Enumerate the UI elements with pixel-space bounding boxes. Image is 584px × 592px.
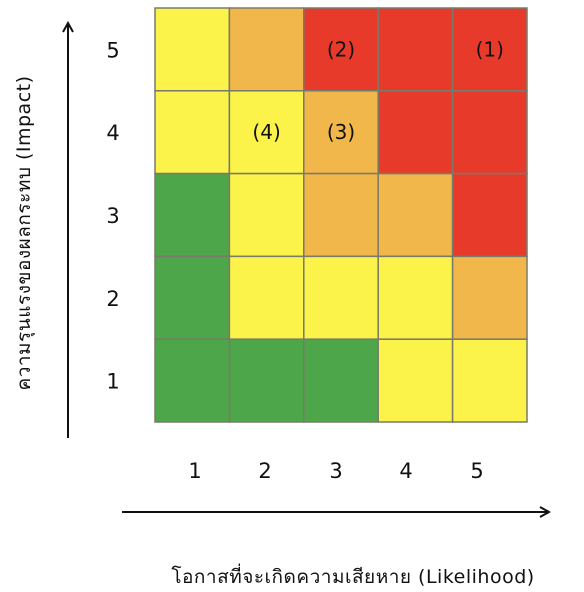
y-tick-label: 1 [106, 370, 119, 394]
y-tick-label: 2 [106, 287, 119, 311]
x-tick-label: 3 [329, 459, 342, 483]
matrix-cell-red [451, 7, 528, 92]
matrix-cell-green [154, 172, 231, 258]
y-tick-label: 4 [106, 121, 119, 145]
matrix-cell-green [154, 338, 231, 423]
matrix-grid: (2) (1) (4) (3) [154, 7, 528, 423]
risk-item-label: (1) [476, 37, 504, 61]
matrix-cell-yellow [154, 90, 231, 175]
matrix-cell-red [377, 7, 454, 92]
x-tick-label: 2 [258, 459, 271, 483]
matrix-cell-yellow [377, 338, 454, 423]
matrix-cell-red [303, 7, 379, 92]
matrix-cell-red [451, 90, 528, 175]
y-axis-title: ความรุนแรงของผลกระทบ (Impact) [13, 75, 36, 390]
risk-item-label: (2) [327, 37, 355, 61]
matrix-cell-orange [377, 172, 454, 258]
y-axis-ticks: 5 4 3 2 1 [106, 38, 119, 393]
y-tick-label: 3 [106, 204, 119, 228]
y-tick-label: 5 [106, 38, 119, 62]
matrix-cell-yellow [228, 172, 305, 258]
matrix-cell-yellow [377, 255, 454, 340]
matrix-cell-orange [451, 255, 528, 340]
matrix-cell-green [228, 338, 305, 423]
x-axis-ticks: 1 2 3 4 5 [188, 459, 483, 483]
matrix-cell-green [154, 255, 231, 340]
risk-item-label: (3) [327, 120, 355, 144]
matrix-cell-red [377, 90, 454, 175]
x-tick-label: 5 [470, 459, 483, 483]
matrix-cell-orange [228, 7, 305, 92]
matrix-cell-yellow [154, 7, 231, 92]
matrix-cell-orange [303, 172, 379, 258]
x-tick-label: 4 [399, 459, 412, 483]
matrix-cell-red [451, 172, 528, 258]
risk-item-label: (4) [252, 120, 280, 144]
x-axis-title: โอกาสที่จะเกิดความเสียหาย (Likelihood) [171, 563, 534, 588]
matrix-cell-yellow [228, 255, 305, 340]
matrix-cell-yellow [303, 255, 379, 340]
matrix-cell-yellow [451, 338, 528, 423]
matrix-cell-yellow [228, 90, 305, 175]
matrix-cell-green [303, 338, 379, 423]
x-tick-label: 1 [188, 459, 201, 483]
